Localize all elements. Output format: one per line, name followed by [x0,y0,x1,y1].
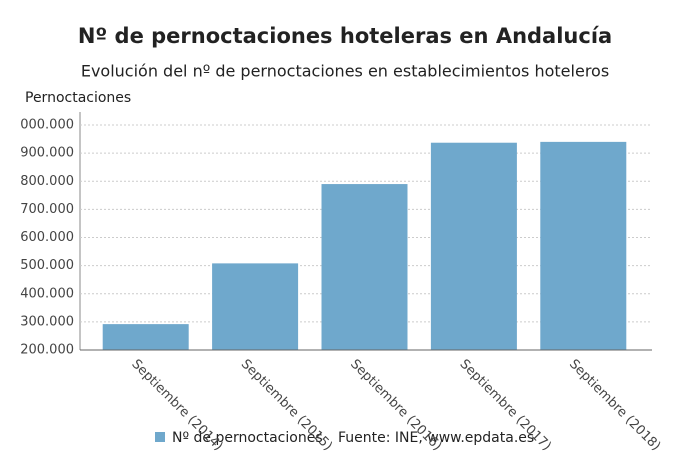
y-tick-label: 500.000 [20,258,74,273]
bar [102,324,189,350]
chart-title: Nº de pernoctaciones hoteleras en Andalu… [78,24,612,48]
legend-swatch [155,432,165,442]
chart-subtitle: Evolución del nº de pernoctaciones en es… [81,62,609,81]
y-tick-label: 600.000 [20,230,74,245]
y-tick-label: 700.000 [20,202,74,217]
y-axis-label: Pernoctaciones [25,90,131,106]
y-tick-label: 300.000 [20,314,74,329]
bar [321,184,408,350]
bar [430,142,517,350]
y-tick-label: 000.000 [20,118,74,133]
bar [212,263,299,350]
source: Fuente: INE, www.epdata.es [338,430,534,446]
y-tick-label: 800.000 [20,174,74,189]
legend-label: Nº de pernoctaciones [172,430,323,446]
bar [540,141,627,350]
y-tick-label: 900.000 [20,146,74,161]
y-tick-label: 200.000 [20,343,74,358]
x-tick-label: Septiembre (2018) [566,357,663,454]
y-tick-label: 400.000 [20,286,74,301]
